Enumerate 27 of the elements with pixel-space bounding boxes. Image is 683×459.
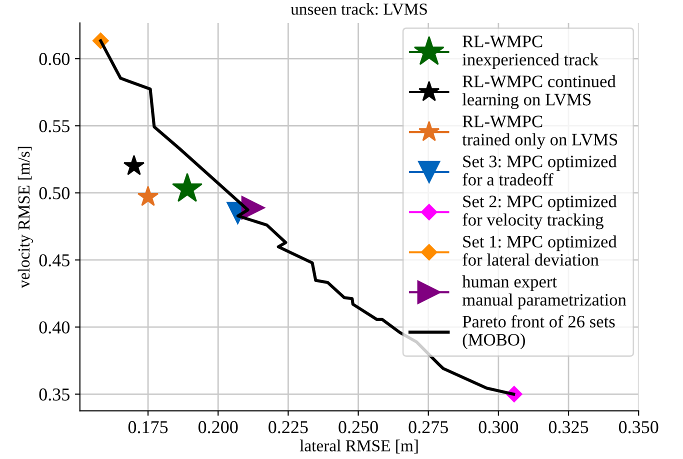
y-tick-label: 0.60 (39, 52, 70, 66)
chart-title: unseen track: LVMS (290, 3, 427, 15)
y-tick-label: 0.40 (39, 321, 70, 334)
x-tick-label: 0.250 (338, 421, 378, 434)
x-tick-label: 0.350 (618, 421, 658, 434)
legend-label: human expert manual parametrization (462, 275, 626, 310)
legend-label: Pareto front of 26 sets (MOBO) (462, 315, 615, 350)
legend-label: RL-WMPC trained only on LVMS (462, 116, 618, 150)
point (172, 172, 202, 202)
x-tick-label: 0.275 (408, 421, 448, 434)
x-tick-label: 0.325 (548, 421, 588, 434)
x-axis-title: lateral RMSE [m] (300, 440, 418, 454)
y-tick-label: 0.55 (39, 120, 70, 132)
x-tick-label: 0.175 (128, 421, 168, 434)
x-tick-label: 0.300 (478, 421, 518, 434)
point (137, 186, 159, 206)
legend-label: RL-WMPC continued learning on LVMS (462, 75, 616, 110)
y-tick-label: 0.45 (39, 254, 70, 266)
point (123, 154, 145, 176)
y-tick-label: 0.35 (39, 388, 70, 401)
legend-label: Set 2: MPC optimized for velocity tracking (462, 195, 617, 230)
y-axis-title: velocity RMSE [m/s] (18, 146, 34, 288)
x-tick-label: 0.200 (198, 421, 238, 434)
y-tick-label: 0.50 (39, 187, 70, 200)
legend-label: RL-WMPC inexperienced track (462, 36, 598, 69)
x-tick-label: 0.225 (268, 421, 308, 434)
legend-label: Set 3: MPC optimized for a tradeoff (462, 155, 617, 186)
